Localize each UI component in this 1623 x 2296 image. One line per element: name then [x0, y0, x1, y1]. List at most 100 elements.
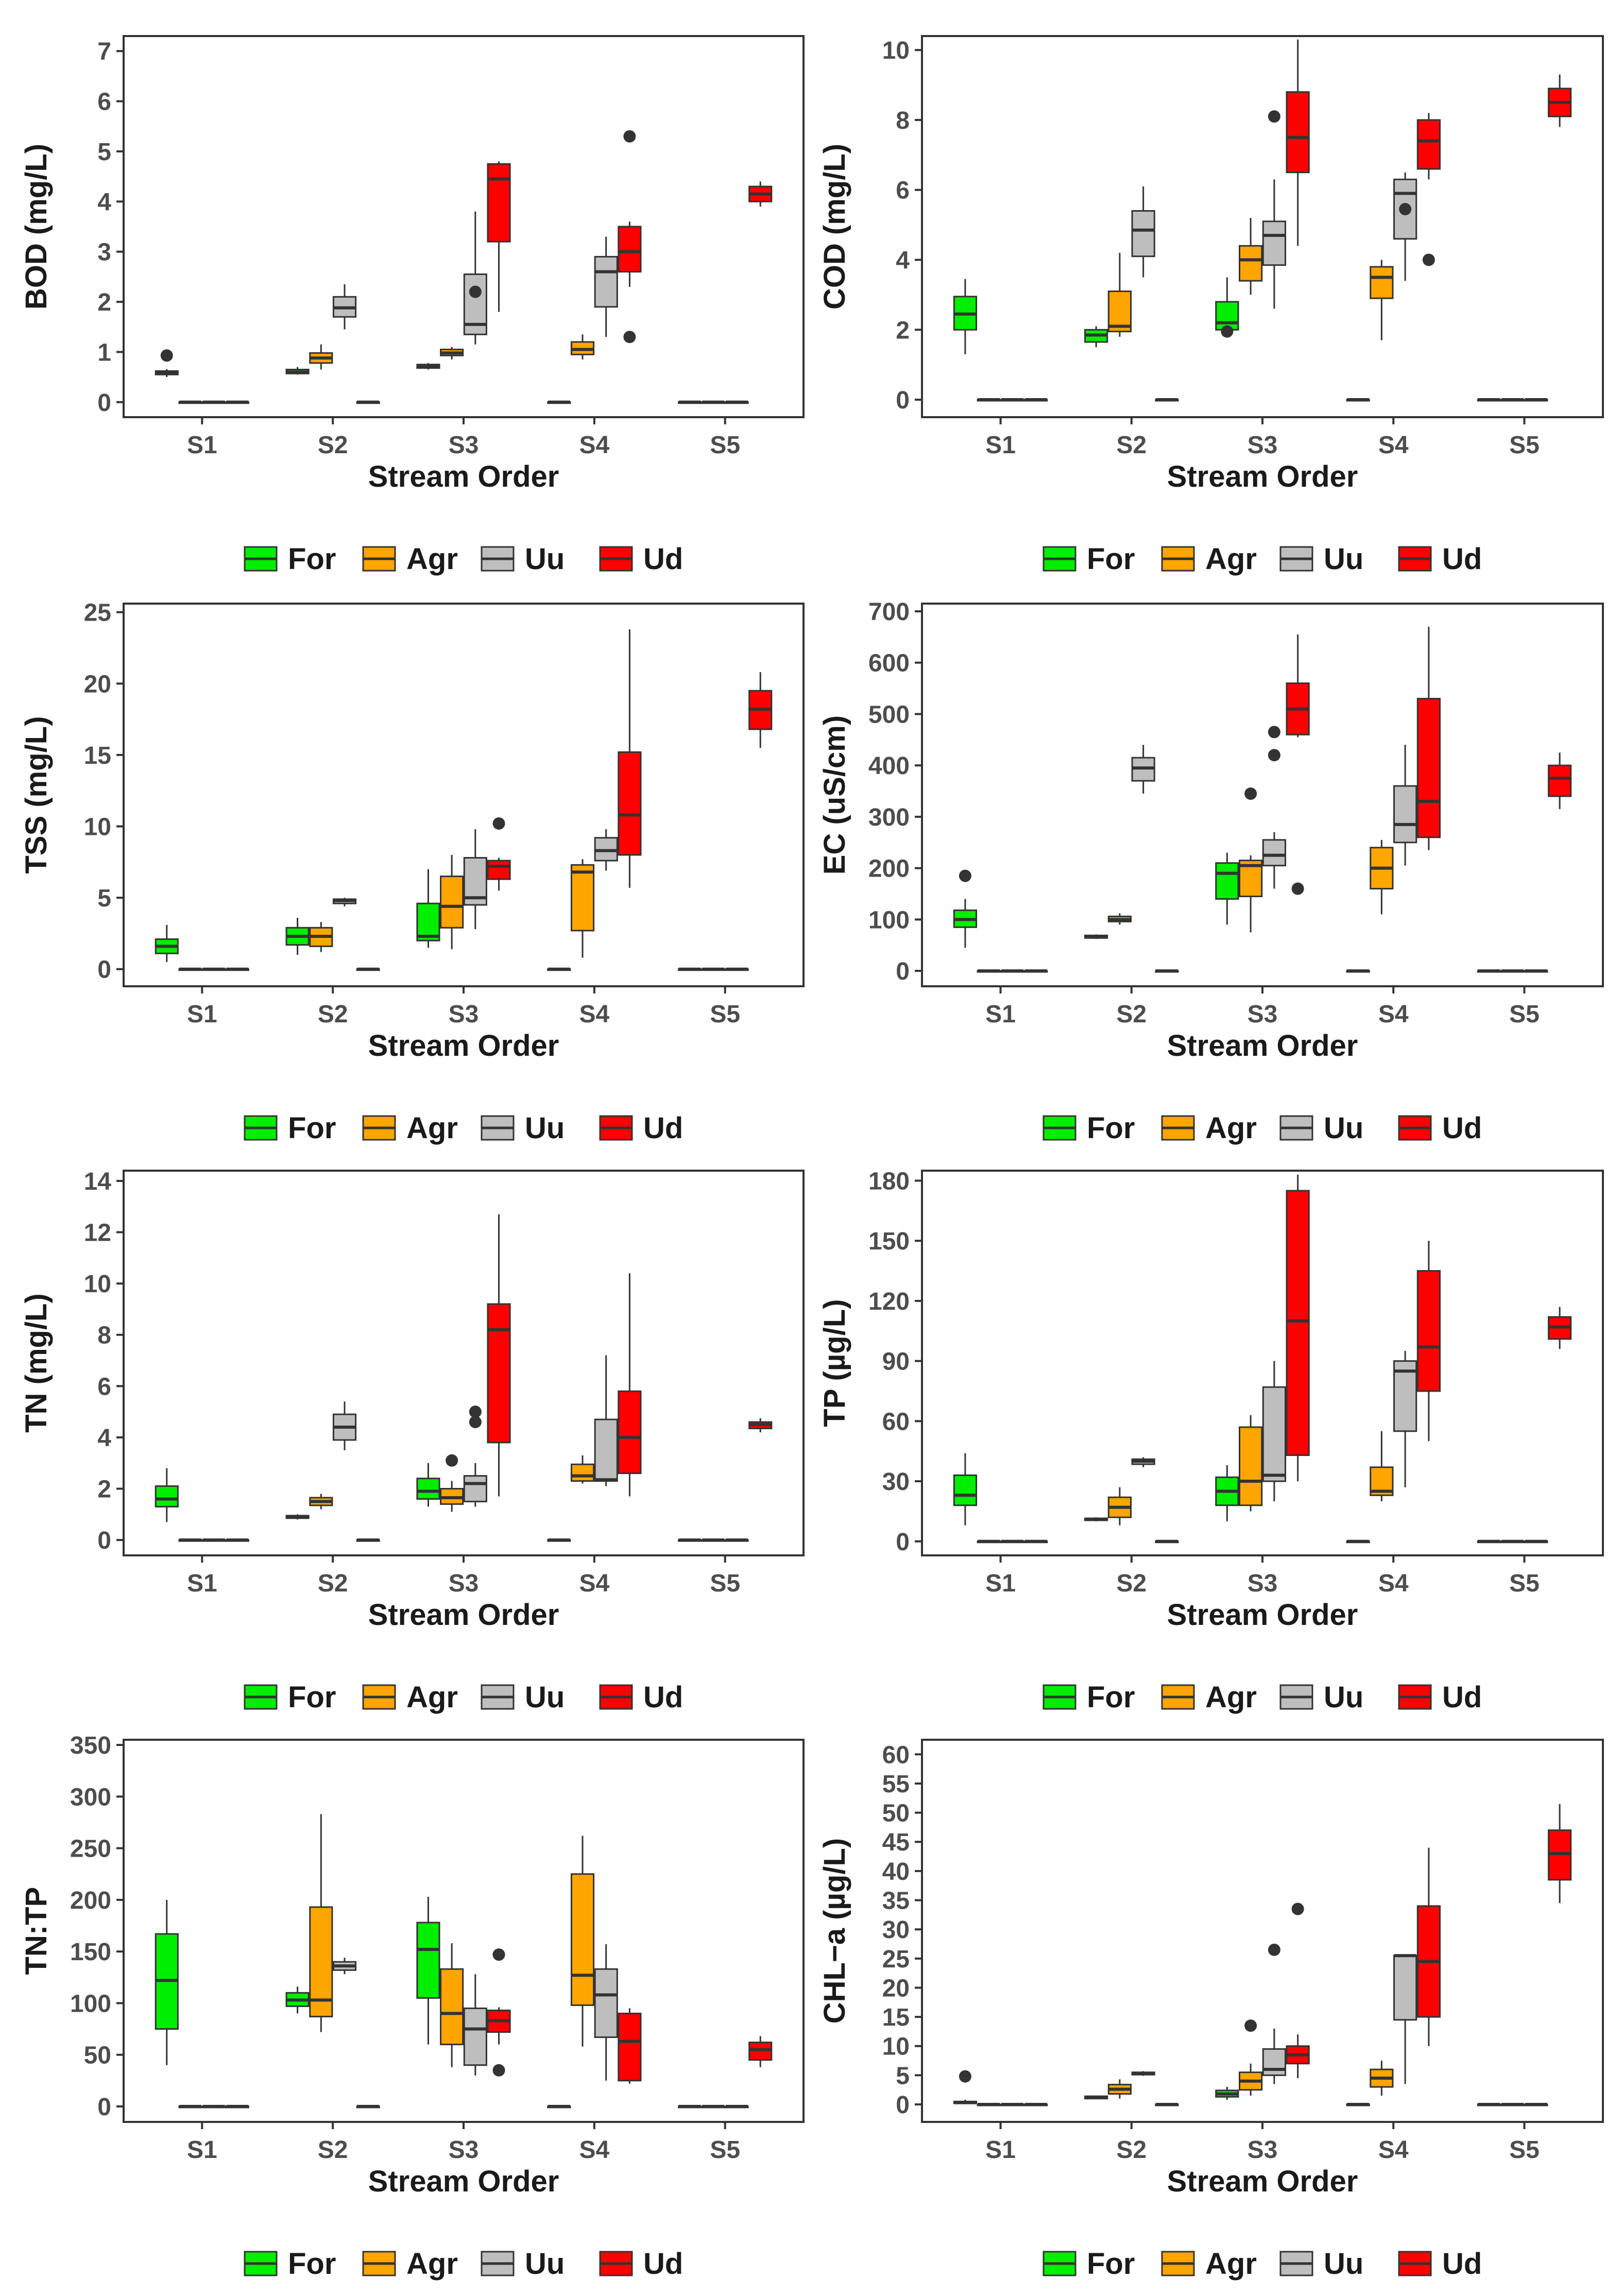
box-S1-Uu	[1000, 1539, 1024, 1544]
x-tick-label: S4	[1378, 432, 1409, 459]
outlier-point	[1221, 325, 1234, 338]
legend-label: Ud	[643, 1111, 683, 1145]
box-S5-For	[678, 400, 702, 404]
x-tick-label: S1	[187, 1570, 217, 1597]
legend-item-Ud: Ud	[1398, 2247, 1482, 2281]
box-S4-Uu	[1393, 172, 1417, 281]
box-body	[416, 1922, 440, 1999]
box-S3-Agr	[1239, 1415, 1263, 1512]
box-S3-For	[416, 1896, 440, 2045]
box-S3-Agr	[1239, 787, 1263, 933]
y-tick-label: 4	[97, 189, 111, 216]
box-S1-For	[155, 1468, 179, 1522]
y-axis-title: CHL−a (µg/L)	[818, 1838, 851, 2024]
box-S1-Uu	[202, 2104, 226, 2109]
legend-item-Ud: Ud	[599, 1111, 683, 1145]
legend-label: Agr	[1205, 1111, 1257, 1145]
x-tick-label: S2	[1116, 432, 1147, 459]
legend-label: Uu	[1324, 2247, 1363, 2281]
box-body	[1393, 1955, 1417, 2021]
x-tick-label: S3	[449, 432, 479, 459]
box-S4-Ud	[1416, 113, 1441, 266]
box-S5-Agr	[701, 1538, 725, 1542]
x-tick-label: S3	[1248, 1570, 1278, 1597]
y-tick-label: 0	[97, 956, 111, 984]
y-tick-label: 2	[97, 1476, 111, 1503]
chart-panel: 0 30 60 90 120 150 180 S1 S2 S3 S4 S5 Stream Order TP…	[818, 1168, 1604, 1714]
x-axis-title: Stream Order	[1167, 1598, 1358, 1632]
legend-item-Agr: Agr	[362, 1681, 458, 1714]
y-tick-label: 3	[97, 239, 111, 266]
box-S4-Ud	[618, 1273, 642, 1497]
y-tick-label: 12	[84, 1220, 111, 1247]
box-S2-Agr	[1107, 2079, 1132, 2099]
legend-item-Agr: Agr	[1161, 542, 1257, 576]
box-S4-Agr	[570, 1455, 595, 1484]
y-tick-label: 0	[896, 958, 910, 985]
legend-item-Ud: Ud	[1398, 542, 1482, 576]
box-S3-Uu	[463, 1974, 487, 2076]
y-tick-label: 20	[882, 1975, 910, 2002]
legend-label: Agr	[1205, 2247, 1257, 2281]
x-tick-label: S2	[318, 432, 348, 459]
box-S3-Ud	[487, 1948, 511, 2077]
box-S3-Uu	[463, 211, 487, 345]
legend: For Agr Uu Ud	[244, 2247, 683, 2281]
legend-label: Ud	[1442, 1681, 1482, 1714]
box-S2-For	[285, 917, 310, 955]
box-S1-Agr	[977, 969, 1001, 973]
y-axis-title: TN:TP	[20, 1887, 53, 1975]
legend-label: Uu	[1324, 542, 1363, 576]
box-S4-Uu	[594, 236, 618, 337]
legend-label: Uu	[525, 1111, 565, 1145]
legend: For Agr Uu Ud	[1043, 1111, 1482, 1145]
box-body	[953, 1474, 978, 1506]
y-tick-label: 10	[84, 813, 111, 841]
box-S1-Agr	[178, 400, 202, 404]
outlier-point	[1268, 110, 1280, 123]
box-S5-Ud	[1547, 1307, 1572, 1349]
y-tick-label: 6	[896, 177, 910, 204]
box-S5-For	[678, 1538, 702, 1542]
box-S5-Uu	[725, 2104, 749, 2109]
legend: For Agr Uu Ud	[244, 1681, 683, 1714]
x-tick-label: S2	[318, 1570, 348, 1597]
box-body	[1131, 210, 1155, 258]
y-tick-label: 300	[70, 1784, 111, 1811]
plot-area	[123, 35, 805, 418]
legend-label: Agr	[406, 2247, 458, 2281]
x-tick-label: S5	[1509, 1001, 1540, 1028]
box-S5-Ud	[1547, 752, 1572, 809]
box-S2-Agr	[1107, 252, 1132, 337]
legend-item-For: For	[1043, 1111, 1135, 1145]
legend-label: For	[1087, 1681, 1135, 1714]
legend-label: Uu	[525, 542, 565, 576]
y-tick-label: 5	[896, 2062, 910, 2089]
x-tick-label: S5	[710, 2136, 740, 2164]
x-tick-label: S5	[710, 1570, 740, 1597]
box-S4-Agr	[1370, 2061, 1394, 2096]
legend: For Agr Uu Ud	[1043, 2247, 1482, 2281]
y-tick-label: 7	[97, 38, 111, 65]
legend-label: Uu	[1324, 1111, 1363, 1145]
box-S2-Ud	[1155, 2103, 1179, 2106]
box-S5-Uu	[1524, 2103, 1548, 2106]
box-S5-Agr	[1500, 969, 1525, 973]
legend-item-Uu: Uu	[1279, 1111, 1363, 1145]
box-S5-Ud	[1547, 1804, 1572, 1904]
legend-item-Ud: Ud	[599, 1681, 683, 1714]
y-tick-label: 55	[882, 1771, 910, 1798]
box-S3-Agr	[440, 1943, 464, 2067]
box-S3-For	[1215, 2087, 1239, 2100]
y-tick-label: 5	[97, 885, 111, 912]
box-S4-For	[1346, 969, 1370, 973]
legend-item-Agr: Agr	[1161, 2247, 1257, 2281]
box-S5-Uu	[1524, 398, 1548, 402]
x-tick-label: S4	[579, 432, 609, 459]
box-S1-Ud	[225, 2104, 249, 2109]
box-S4-Ud	[618, 629, 642, 888]
box-S1-Uu	[202, 400, 226, 404]
y-tick-label: 180	[868, 1168, 910, 1195]
x-tick-label: S1	[187, 1001, 217, 1028]
y-tick-label: 0	[97, 1527, 111, 1554]
